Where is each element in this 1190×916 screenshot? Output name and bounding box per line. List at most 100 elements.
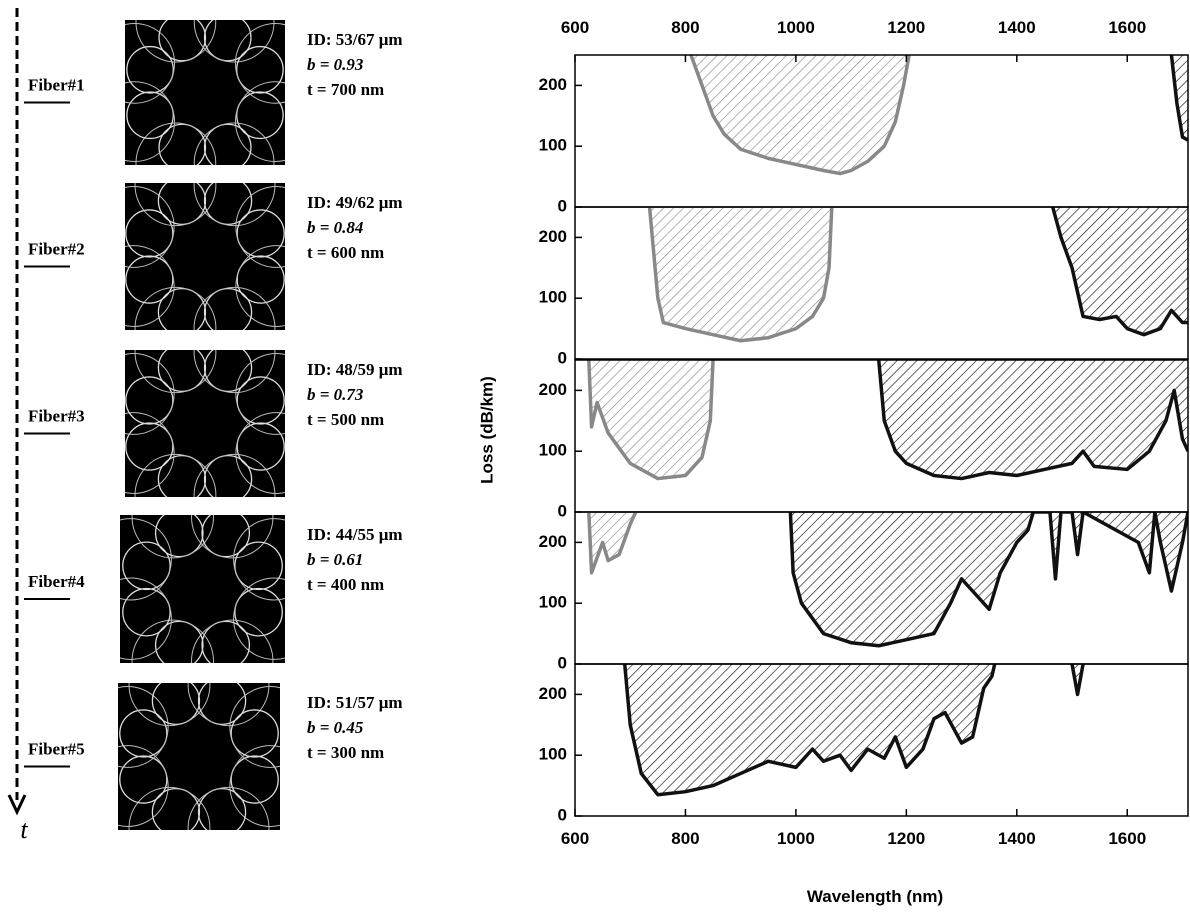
capillary xyxy=(122,587,171,637)
fiber-image xyxy=(120,515,285,663)
capillary xyxy=(125,422,174,471)
capillary-outer xyxy=(128,786,211,830)
fiber-b: b = 0.61 xyxy=(307,550,363,569)
capillary-outer xyxy=(135,122,217,165)
fiber-b: b = 0.93 xyxy=(307,55,364,74)
capillary-outer xyxy=(120,518,172,601)
loss-line xyxy=(1051,207,1188,337)
x-tick-label: 1600 xyxy=(1108,18,1146,37)
x-tick-label: 1000 xyxy=(777,829,815,848)
fiber-b: b = 0.84 xyxy=(307,218,363,237)
capillary xyxy=(154,620,204,663)
capillary-outer xyxy=(193,183,276,227)
capillary xyxy=(157,455,207,497)
capillary-outer xyxy=(125,23,176,104)
x-tick-label: 1000 xyxy=(777,18,815,37)
y-tick-label: 0 xyxy=(558,653,567,672)
capillary xyxy=(197,683,247,725)
capillary xyxy=(125,376,174,425)
loss-line xyxy=(587,360,715,481)
loss-line xyxy=(876,360,1188,481)
capillary xyxy=(236,91,284,140)
capillary-outer xyxy=(234,23,285,104)
fiber-id: ID: 53/67 μm xyxy=(307,30,403,49)
loss-line xyxy=(788,512,1188,648)
capillary-outer xyxy=(134,453,217,497)
capillary xyxy=(236,255,285,304)
fiber-b: b = 0.45 xyxy=(307,718,364,737)
capillary-outer xyxy=(134,350,217,394)
loss-line xyxy=(647,207,834,343)
capillary-outer xyxy=(235,245,285,327)
capillary-outer xyxy=(193,453,276,497)
fiber-image xyxy=(125,350,285,497)
capillary xyxy=(126,91,174,140)
hatched-area xyxy=(588,360,714,479)
capillary xyxy=(157,288,207,330)
y-tick-label: 100 xyxy=(539,745,567,764)
capillary xyxy=(151,788,201,830)
capillary xyxy=(203,350,253,392)
capillary xyxy=(236,45,284,94)
capillary xyxy=(236,422,285,471)
capillary xyxy=(236,376,285,425)
y-axis-label: Loss (dB/km) xyxy=(477,376,496,484)
x-axis-label: Wavelength (nm) xyxy=(807,887,943,906)
hatched-area xyxy=(1052,207,1188,335)
capillary xyxy=(157,183,207,225)
time-label: t xyxy=(20,815,28,844)
capillary xyxy=(203,455,253,497)
capillary xyxy=(203,20,252,62)
capillary-outer xyxy=(193,122,275,165)
fiber-label: Fiber#1 xyxy=(28,76,85,95)
hatched-area xyxy=(878,360,1188,479)
x-tick-label: 600 xyxy=(561,18,589,37)
fiber-id: ID: 44/55 μm xyxy=(307,525,403,544)
y-tick-label: 200 xyxy=(539,532,567,551)
capillary-outer xyxy=(235,353,285,435)
y-tick-label: 0 xyxy=(558,805,567,824)
capillary-outer xyxy=(125,245,175,327)
capillary xyxy=(234,587,283,637)
capillary-outer xyxy=(187,786,270,830)
hatched-area xyxy=(649,207,832,341)
loss-line xyxy=(587,512,638,575)
fiber-label: Fiber#3 xyxy=(28,407,85,426)
fiber-t: t = 500 nm xyxy=(307,410,384,429)
capillary-outer xyxy=(134,286,217,330)
fiber-t: t = 300 nm xyxy=(307,743,384,762)
capillary-outer xyxy=(118,745,169,827)
capillary xyxy=(119,709,168,758)
fiber-id: ID: 48/59 μm xyxy=(307,360,403,379)
capillary-outer xyxy=(120,577,172,660)
y-tick-label: 100 xyxy=(539,441,567,460)
capillary xyxy=(122,541,171,591)
plot-frame xyxy=(574,663,1189,817)
fiber-t: t = 700 nm xyxy=(307,80,384,99)
y-tick-label: 200 xyxy=(539,75,567,94)
hatched-area xyxy=(588,512,636,573)
x-tick-label: 800 xyxy=(671,829,699,848)
capillary-outer xyxy=(125,412,175,494)
capillary-outer xyxy=(235,186,285,268)
x-tick-label: 1600 xyxy=(1108,829,1146,848)
capillary-outer xyxy=(128,683,211,727)
capillary-outer xyxy=(125,81,176,162)
capillary-outer xyxy=(118,686,169,768)
loss-line xyxy=(622,664,1085,797)
x-tick-label: 600 xyxy=(561,829,589,848)
capillary-outer xyxy=(229,745,280,827)
capillary-outer xyxy=(234,81,285,162)
y-tick-label: 0 xyxy=(558,196,567,215)
capillary-outer xyxy=(187,683,270,727)
arrow-head xyxy=(7,794,27,816)
capillary xyxy=(151,683,201,725)
capillary xyxy=(234,541,283,591)
fiber-id: ID: 51/57 μm xyxy=(307,693,403,712)
capillary-outer xyxy=(235,412,285,494)
capillary-outer xyxy=(233,518,285,601)
capillary xyxy=(203,183,253,225)
capillary-outer xyxy=(233,577,285,660)
hatched-area xyxy=(690,55,910,174)
fiber-label: Fiber#2 xyxy=(28,240,85,259)
